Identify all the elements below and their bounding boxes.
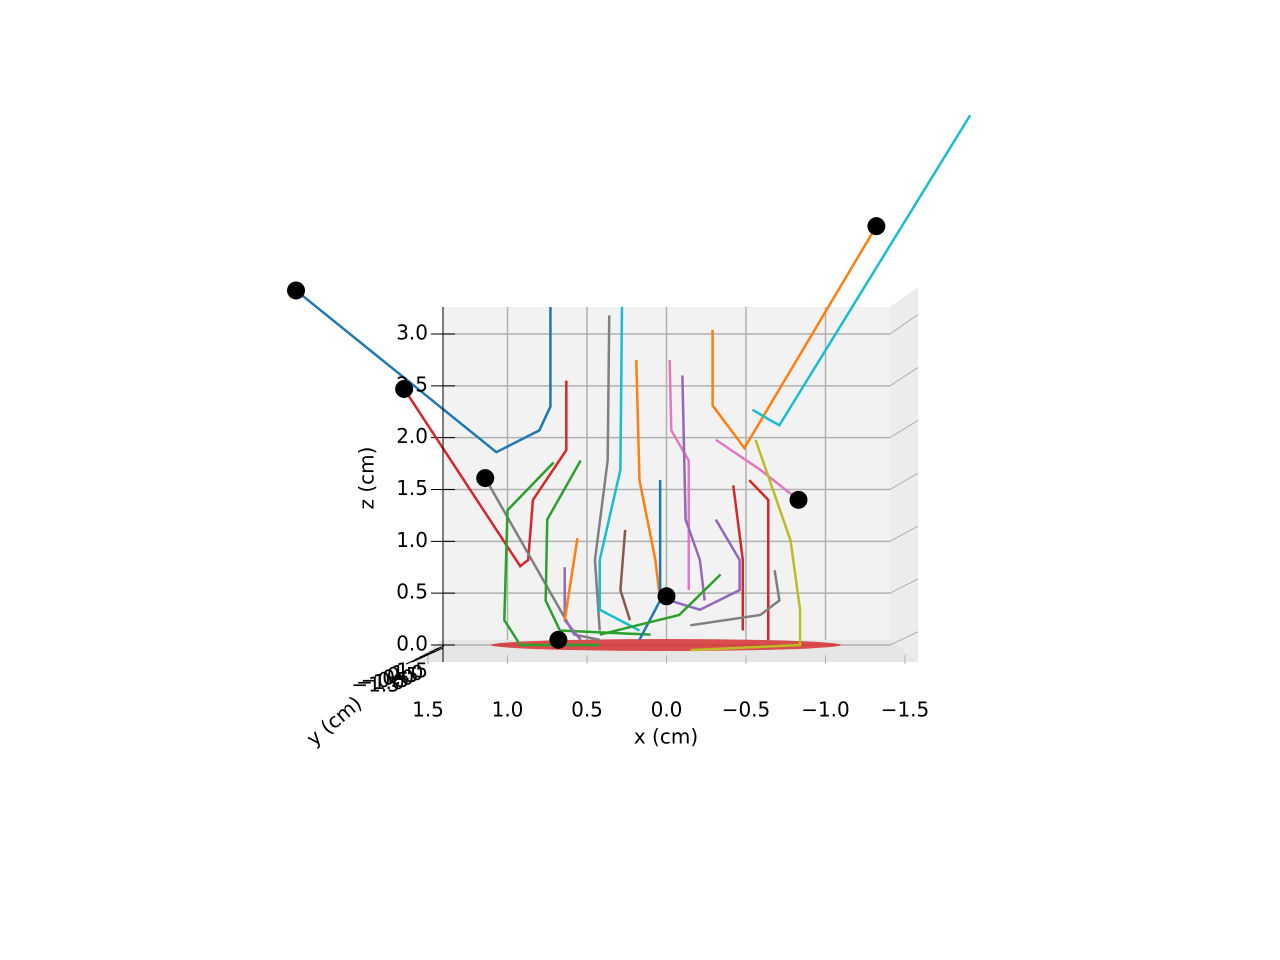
grid-line <box>889 525 919 542</box>
grid-line <box>889 631 919 646</box>
x-tick-label: −1.5 <box>881 698 930 722</box>
grid-line <box>889 578 919 594</box>
trajectory <box>295 289 552 454</box>
x-tick-label: 1.0 <box>492 698 524 722</box>
trajectory <box>403 380 568 569</box>
y-tick-label: −1.5 <box>351 673 400 697</box>
grid <box>405 307 919 665</box>
x-tick-label: −1.0 <box>801 698 850 722</box>
y-tick-label: 0.0 <box>382 666 414 690</box>
grid-line <box>889 314 919 335</box>
endpoint-marker <box>287 281 306 300</box>
y-tick-label: −0.5 <box>361 668 410 692</box>
x-tick-label: −0.5 <box>722 698 771 722</box>
trajectory <box>690 439 802 652</box>
y-axis-line <box>411 647 444 663</box>
trajectory <box>635 359 662 601</box>
trajectory <box>599 573 722 636</box>
trajectory <box>484 477 600 642</box>
endpoint-marker <box>476 469 495 488</box>
grid-line <box>889 366 919 387</box>
trajectory <box>751 114 972 427</box>
z-tick-label: 0.0 <box>396 632 428 656</box>
trajectory <box>669 518 741 612</box>
z-tick-label: 2.5 <box>396 372 428 396</box>
y-tick-label: 1.5 <box>396 659 428 683</box>
trajectory <box>690 570 781 627</box>
y-tick <box>433 645 445 651</box>
endpoint-marker <box>549 630 568 649</box>
trajectory <box>563 538 579 621</box>
trajectory <box>711 225 878 451</box>
z-axis-label: z (cm) <box>355 447 379 510</box>
side-panel <box>890 287 918 662</box>
z-tick-label: 0.5 <box>396 580 428 604</box>
grid-line <box>889 472 919 490</box>
trajectory <box>619 529 632 621</box>
endpoint-marker <box>395 379 414 398</box>
x-tick-label: 1.5 <box>412 698 444 722</box>
z-tick-label: 2.0 <box>396 424 428 448</box>
z-tick-label: 1.5 <box>396 476 428 500</box>
x-tick-label: 0.5 <box>571 698 603 722</box>
endpoint-marker <box>789 490 808 509</box>
trajectory <box>681 375 706 601</box>
x-tick-label: 0.0 <box>651 698 683 722</box>
trajectory <box>598 307 641 632</box>
trajectory <box>503 461 600 647</box>
grid-line <box>889 419 919 439</box>
marks <box>287 114 972 652</box>
trajectory <box>732 485 745 631</box>
trajectory <box>748 479 770 640</box>
z-tick-label: 1.0 <box>396 528 428 552</box>
endpoint-marker <box>657 587 676 606</box>
x-axis-label: x (cm) <box>634 725 698 749</box>
endpoint-marker <box>867 217 886 236</box>
trajectory <box>544 459 651 636</box>
trajectory <box>715 438 800 501</box>
y-tick-label: −1.0 <box>356 670 405 694</box>
z-tick-label: 3.0 <box>396 321 428 345</box>
y-tick-label: 1.0 <box>392 661 424 685</box>
y-tick-label: 0.5 <box>387 663 419 687</box>
trajectory <box>593 315 611 631</box>
